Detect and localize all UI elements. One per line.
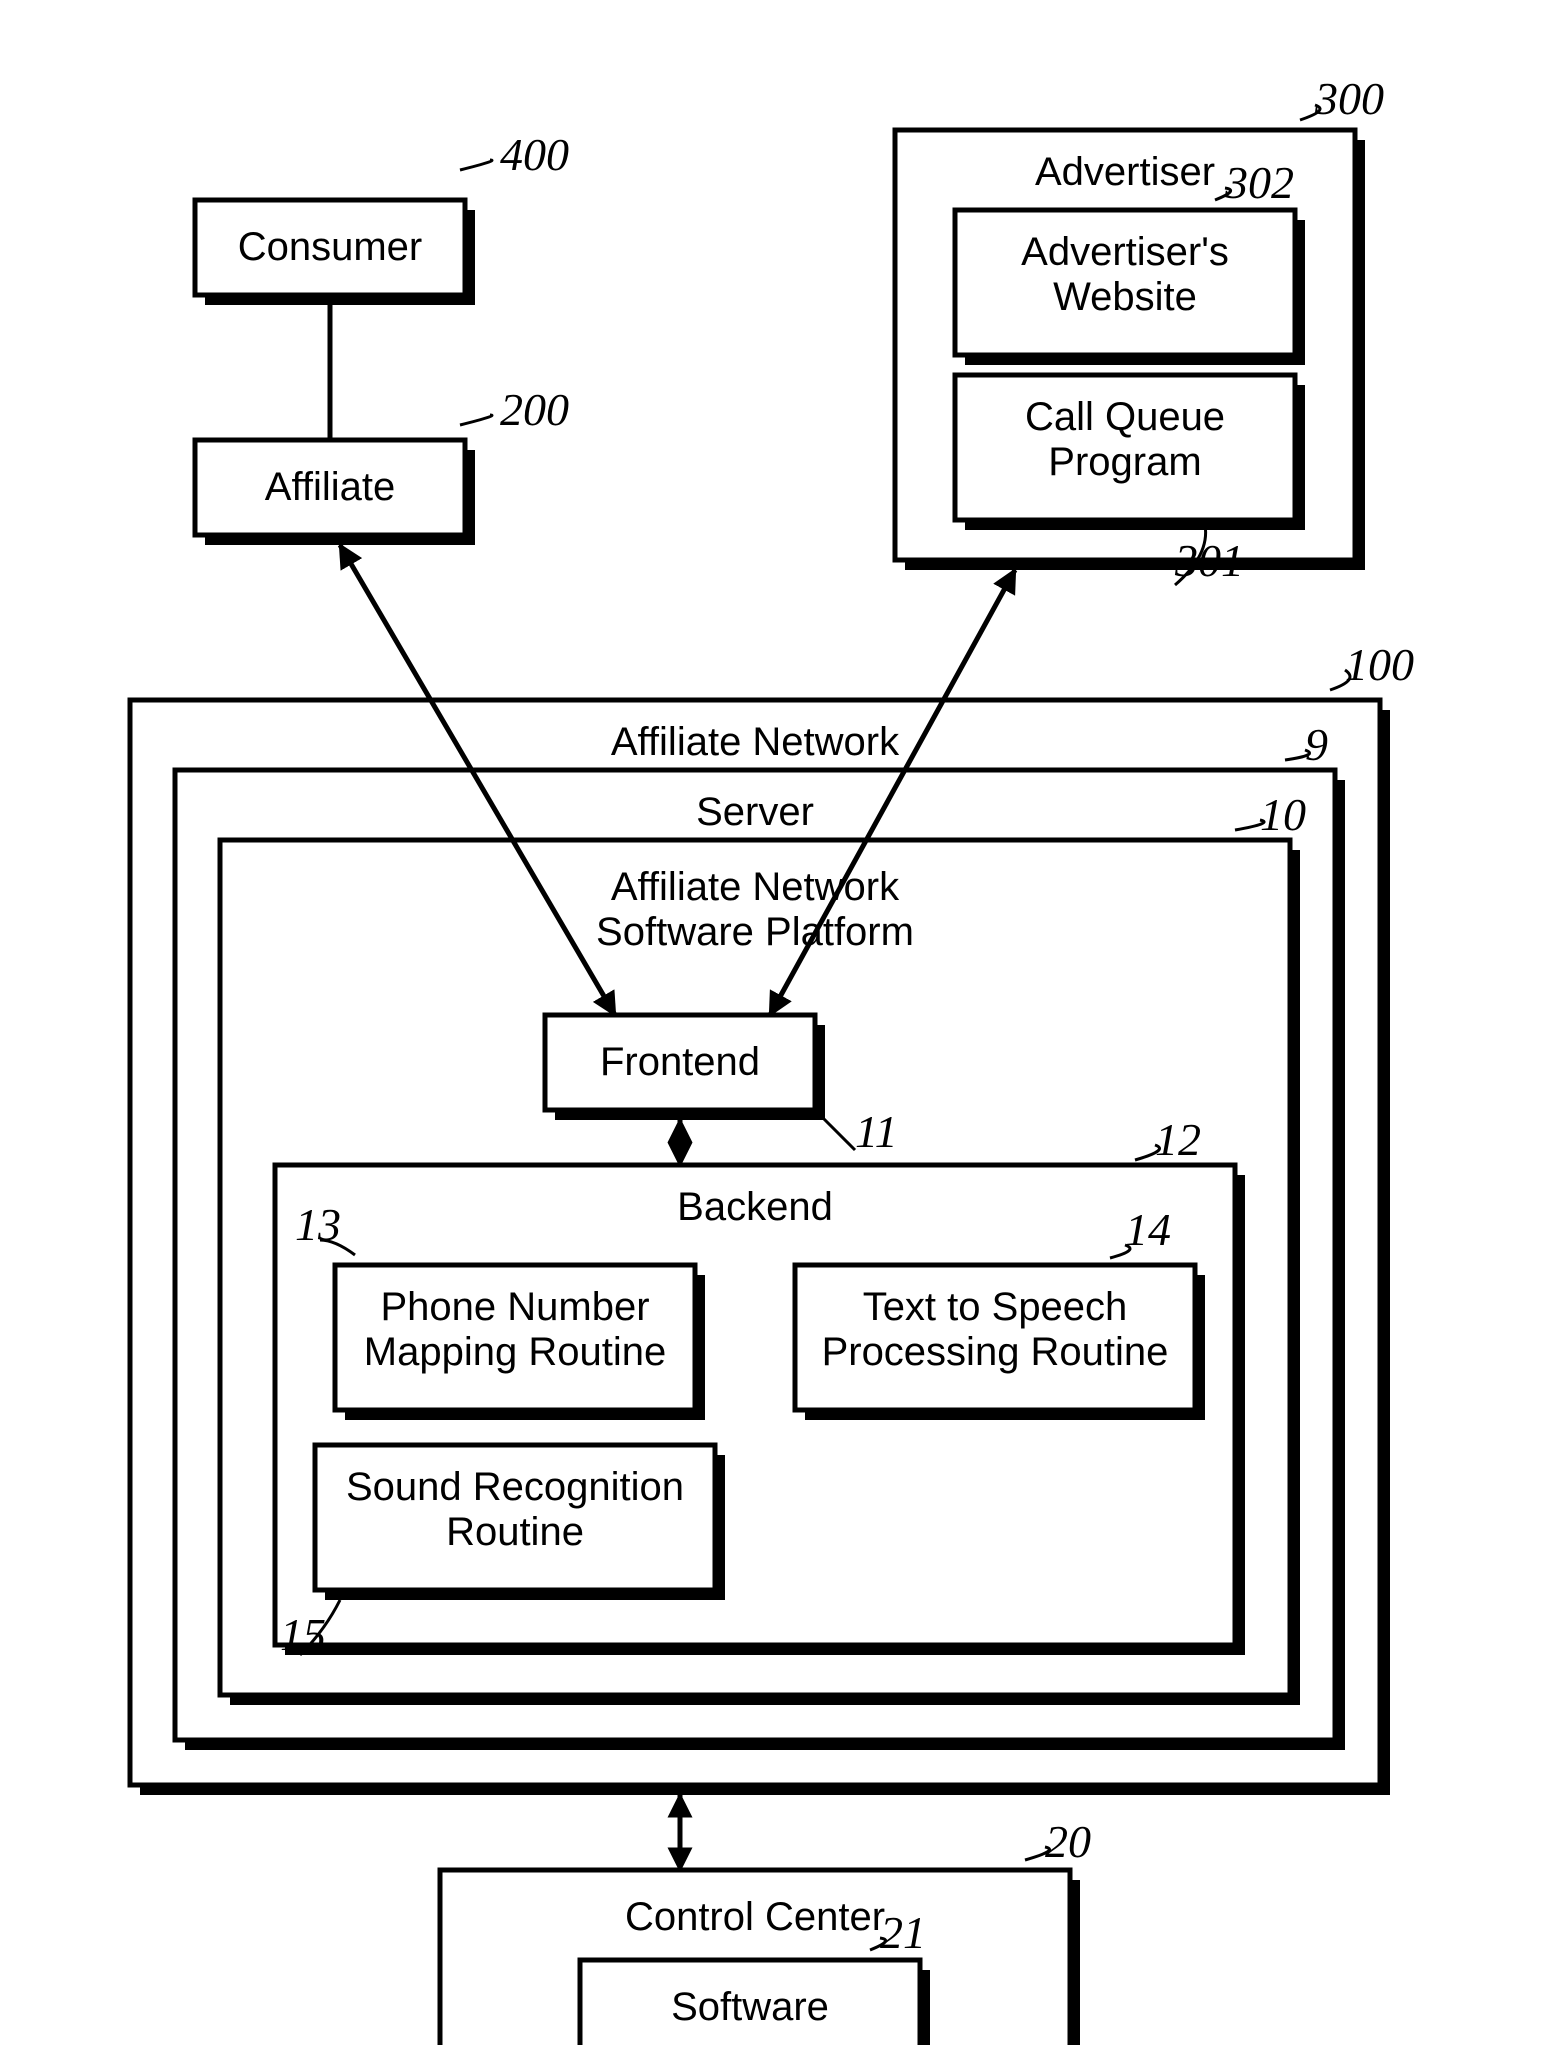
- ref-10: 10: [1260, 788, 1306, 841]
- affiliate-label: Affiliate: [195, 465, 465, 510]
- ref-11: 11: [855, 1105, 898, 1158]
- control-center-label: Control Center: [440, 1895, 1070, 1940]
- sound-rec-label: Sound Recognition Routine: [315, 1465, 715, 1555]
- software-label: Software: [580, 1985, 920, 2030]
- ref-14: 14: [1125, 1203, 1171, 1256]
- server-label: Server: [175, 790, 1335, 835]
- tts-label: Text to Speech Processing Routine: [795, 1285, 1195, 1375]
- ref-200: 200: [500, 383, 569, 436]
- diagram-canvas: [0, 0, 1565, 2045]
- ref-20: 20: [1045, 1815, 1091, 1868]
- ref-301: 301: [1175, 534, 1244, 587]
- ref-300: 300: [1315, 72, 1384, 125]
- consumer-label: Consumer: [195, 225, 465, 270]
- ref-12: 12: [1155, 1113, 1201, 1166]
- platform-label: Affiliate Network Software Platform: [220, 865, 1290, 955]
- ref-302: 302: [1225, 156, 1294, 209]
- call-queue-label: Call Queue Program: [955, 395, 1295, 485]
- adv-website-label: Advertiser's Website: [955, 230, 1295, 320]
- phone-map-label: Phone Number Mapping Routine: [335, 1285, 695, 1375]
- ref-21: 21: [880, 1906, 926, 1959]
- ref-400: 400: [500, 128, 569, 181]
- frontend-label: Frontend: [545, 1040, 815, 1085]
- ref-15: 15: [280, 1608, 326, 1661]
- ref-13: 13: [295, 1198, 341, 1251]
- ref-100: 100: [1345, 638, 1414, 691]
- aff-network-label: Affiliate Network: [130, 720, 1380, 765]
- backend-label: Backend: [275, 1185, 1235, 1230]
- ref-9: 9: [1305, 718, 1328, 771]
